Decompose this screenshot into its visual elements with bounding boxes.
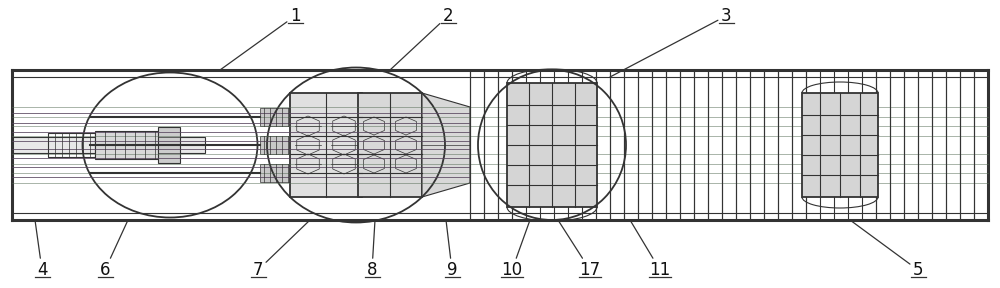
Text: 3: 3 xyxy=(610,7,731,77)
Bar xyxy=(260,136,290,154)
Bar xyxy=(95,131,162,159)
Bar xyxy=(290,93,362,197)
Text: 6: 6 xyxy=(100,220,128,279)
Text: 7: 7 xyxy=(253,220,310,279)
Text: 17: 17 xyxy=(558,220,601,279)
Text: 2: 2 xyxy=(390,7,453,70)
Text: 1: 1 xyxy=(220,7,300,70)
Text: 5: 5 xyxy=(850,220,923,279)
Bar xyxy=(12,137,205,153)
Text: 11: 11 xyxy=(630,220,671,279)
Bar xyxy=(260,164,290,182)
Text: 10: 10 xyxy=(501,220,530,279)
Text: 9: 9 xyxy=(446,220,457,279)
Bar xyxy=(507,83,597,207)
Text: 8: 8 xyxy=(367,220,377,279)
Text: 4: 4 xyxy=(35,220,47,279)
Bar xyxy=(358,93,422,197)
Bar xyxy=(802,93,878,197)
Polygon shape xyxy=(422,93,470,197)
Bar xyxy=(48,133,95,157)
Bar xyxy=(260,108,290,126)
Bar xyxy=(158,127,180,163)
